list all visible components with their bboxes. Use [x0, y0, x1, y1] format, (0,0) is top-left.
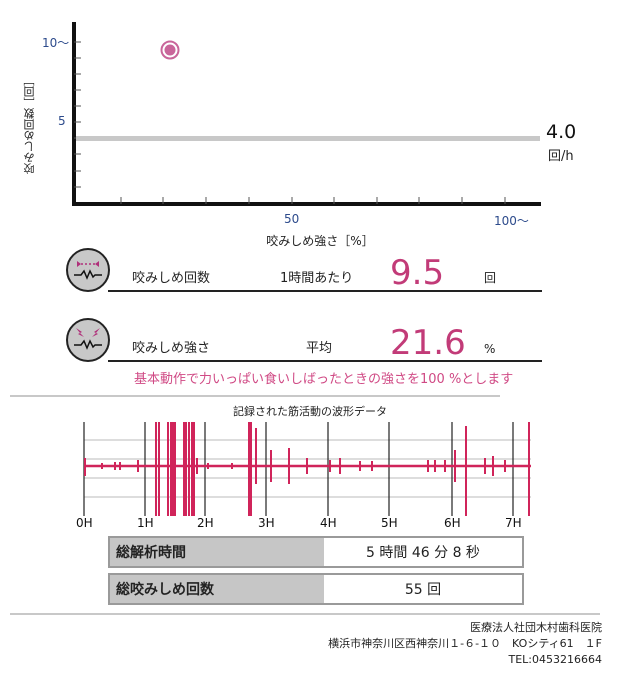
clench-count-icon: [66, 248, 110, 292]
wave-tick-2h: 2H: [197, 516, 214, 530]
total-time-label: 総解析時間: [110, 538, 324, 566]
reference-line: [76, 136, 540, 141]
divider: [10, 395, 500, 397]
y-axis-label: 咬みしめ回数［回］: [23, 75, 36, 175]
stat-strength-label: 咬みしめ強さ: [132, 341, 211, 356]
x-tick-100: 100〜: [494, 214, 529, 228]
footer-divider: [10, 613, 600, 615]
stat-strength-value: 21.6: [390, 323, 466, 363]
stat-count-row: 咬みしめ回数 1時間あたり 9.5 回: [66, 248, 542, 292]
total-count-box: 総咬みしめ回数 55 回: [108, 573, 524, 605]
total-count-label: 総咬みしめ回数: [110, 575, 324, 603]
reference-value: 4.0: [546, 121, 577, 143]
total-time-box: 総解析時間 5 時間 46 分 8 秒: [108, 536, 524, 568]
clench-strength-icon: [66, 318, 110, 362]
clinic-name: 医療法人社団木村歯科医院: [470, 621, 602, 634]
y-tick-5: 5: [58, 114, 66, 128]
stat-count-label: 咬みしめ回数: [132, 271, 211, 286]
data-point: [164, 44, 176, 56]
total-count-value: 55 回: [324, 575, 522, 603]
stat-count-unit: 回: [484, 271, 497, 285]
total-time-value: 5 時間 46 分 8 秒: [324, 538, 522, 566]
stat-strength-row: 咬みしめ強さ 平均 21.6 %: [66, 318, 542, 362]
stat-strength-sub: 平均: [306, 341, 333, 356]
clinic-tel: TEL:0453216664: [508, 653, 603, 666]
wave-tick-5h: 5H: [381, 516, 398, 530]
wave-tick-4h: 4H: [320, 516, 337, 530]
wave-tick-3h: 3H: [258, 516, 275, 530]
wave-tick-0h: 0H: [76, 516, 93, 530]
strength-note: 基本動作で力いっぱい食いしばったときの強さを100 %とします: [134, 372, 514, 387]
reference-unit: 回/h: [548, 149, 574, 164]
stat-count-sub: 1時間あたり: [280, 271, 354, 286]
stat-count-value: 9.5: [390, 253, 445, 293]
wave-tick-7h: 7H: [505, 516, 522, 530]
stat-strength-unit: %: [484, 342, 496, 356]
wave-tick-6h: 6H: [444, 516, 461, 530]
waveform-title: 記録された筋活動の波形データ: [233, 405, 387, 418]
x-tick-50: 50: [284, 212, 300, 226]
wave-tick-1h: 1H: [137, 516, 154, 530]
x-axis-label: 咬みしめ強さ［%］: [266, 234, 374, 248]
y-tick-10: 10〜: [42, 36, 70, 50]
clinic-address: 横浜市神奈川区西神奈川１-６-１０ KOシティ61 １F: [328, 637, 602, 650]
waveform-chart: [83, 422, 531, 516]
scatter-chart: [72, 22, 541, 206]
